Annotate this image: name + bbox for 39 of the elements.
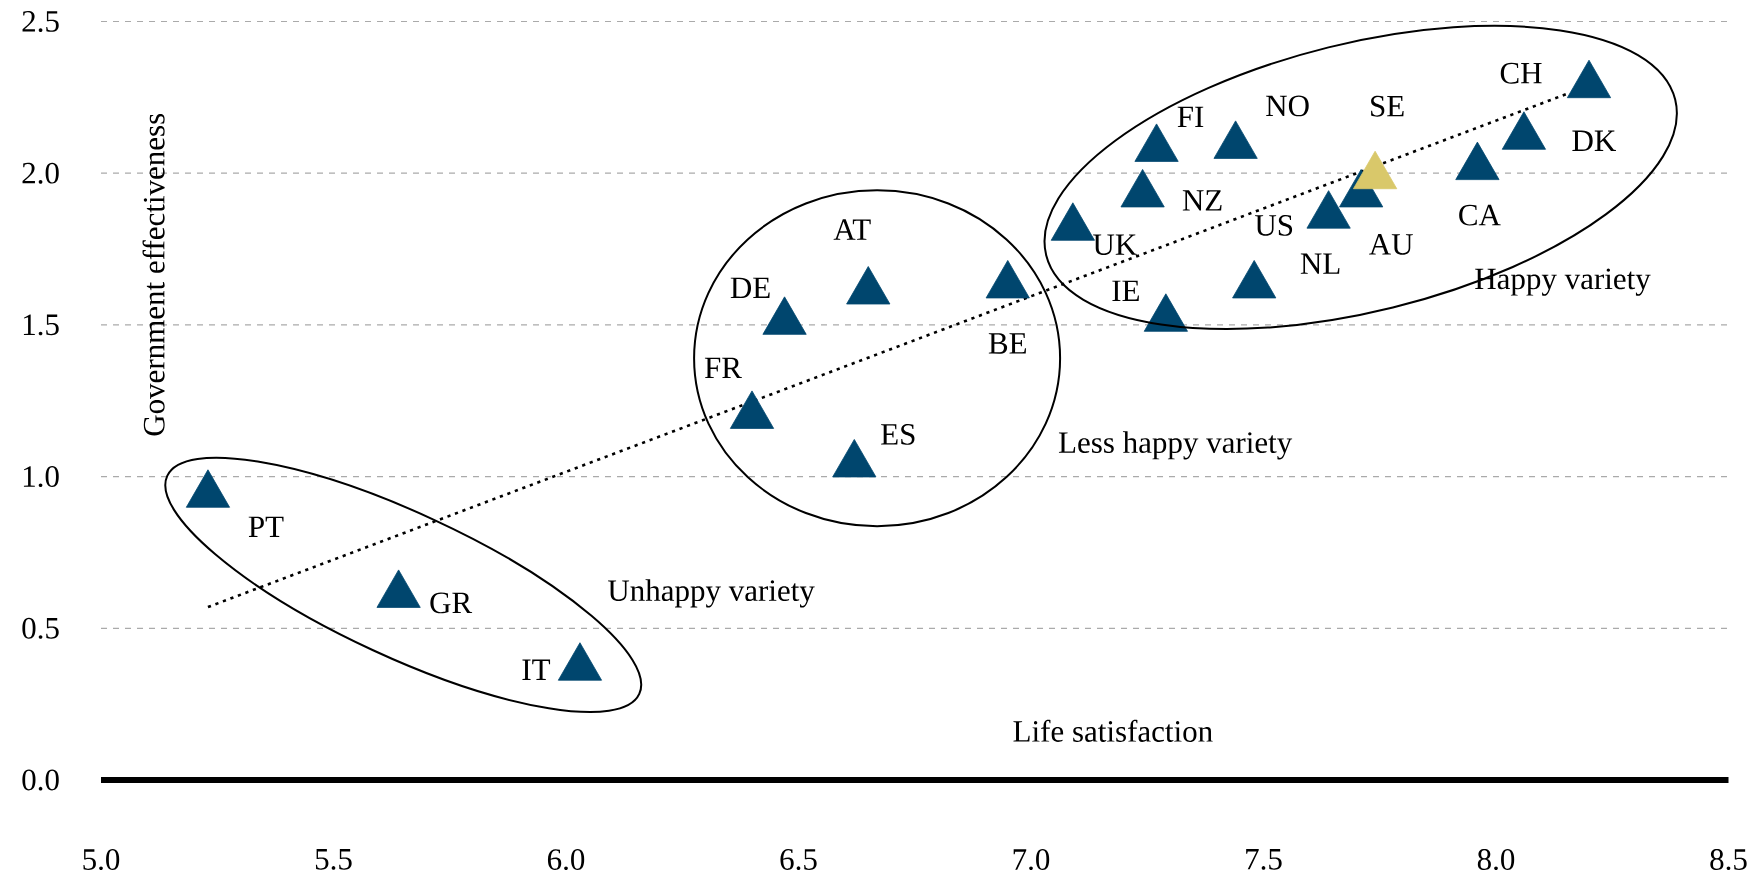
data-label: BE <box>988 333 1026 354</box>
x-tick-label: 7.0 <box>1013 849 1050 871</box>
data-label: NZ <box>1182 190 1222 211</box>
y-tick-label: 0.0 <box>22 769 59 791</box>
data-label: FI <box>1177 106 1204 128</box>
x-tick-label: 8.5 <box>1710 849 1747 871</box>
y-tick-label: 0.5 <box>22 617 59 639</box>
annotation: Happy variety <box>1475 268 1651 296</box>
data-label: IE <box>1112 280 1139 301</box>
data-label: GR <box>430 592 473 614</box>
annotation: Less happy variety <box>1058 431 1293 460</box>
y-tick-label: 1.5 <box>23 314 59 336</box>
data-label: SE <box>1371 95 1404 117</box>
y-axis-title: Government effectiveness <box>142 113 165 436</box>
data-label: DE <box>730 277 770 299</box>
data-label: DK <box>1572 130 1616 151</box>
x-tick-label: 5.0 <box>83 849 120 871</box>
data-label: CA <box>1459 204 1501 226</box>
x-tick-label: 6.5 <box>780 849 817 871</box>
data-label: IT <box>522 659 551 680</box>
x-tick-label: 5.5 <box>315 849 352 870</box>
data-label: CH <box>1500 62 1542 84</box>
annotation: Unhappy variety <box>608 579 815 608</box>
x-tick-label: 8.0 <box>1477 849 1515 871</box>
y-tick-label: 2.0 <box>22 162 59 184</box>
data-label: NO <box>1266 95 1309 117</box>
x-tick-label: 6.0 <box>547 849 585 871</box>
x-tick-label: 7.5 <box>1246 849 1282 870</box>
data-label: US <box>1255 215 1293 236</box>
data-label: ES <box>881 424 915 445</box>
data-label: UK <box>1093 234 1137 256</box>
x-axis-title: Life satisfaction <box>1013 719 1213 742</box>
data-label: AT <box>833 219 871 240</box>
y-tick-label: 1.0 <box>23 466 59 488</box>
data-label: NL <box>1300 253 1340 274</box>
data-label: AU <box>1369 234 1413 255</box>
data-label: PT <box>248 516 284 537</box>
y-tick-label: 2.5 <box>22 11 59 32</box>
data-label: FR <box>704 357 742 379</box>
